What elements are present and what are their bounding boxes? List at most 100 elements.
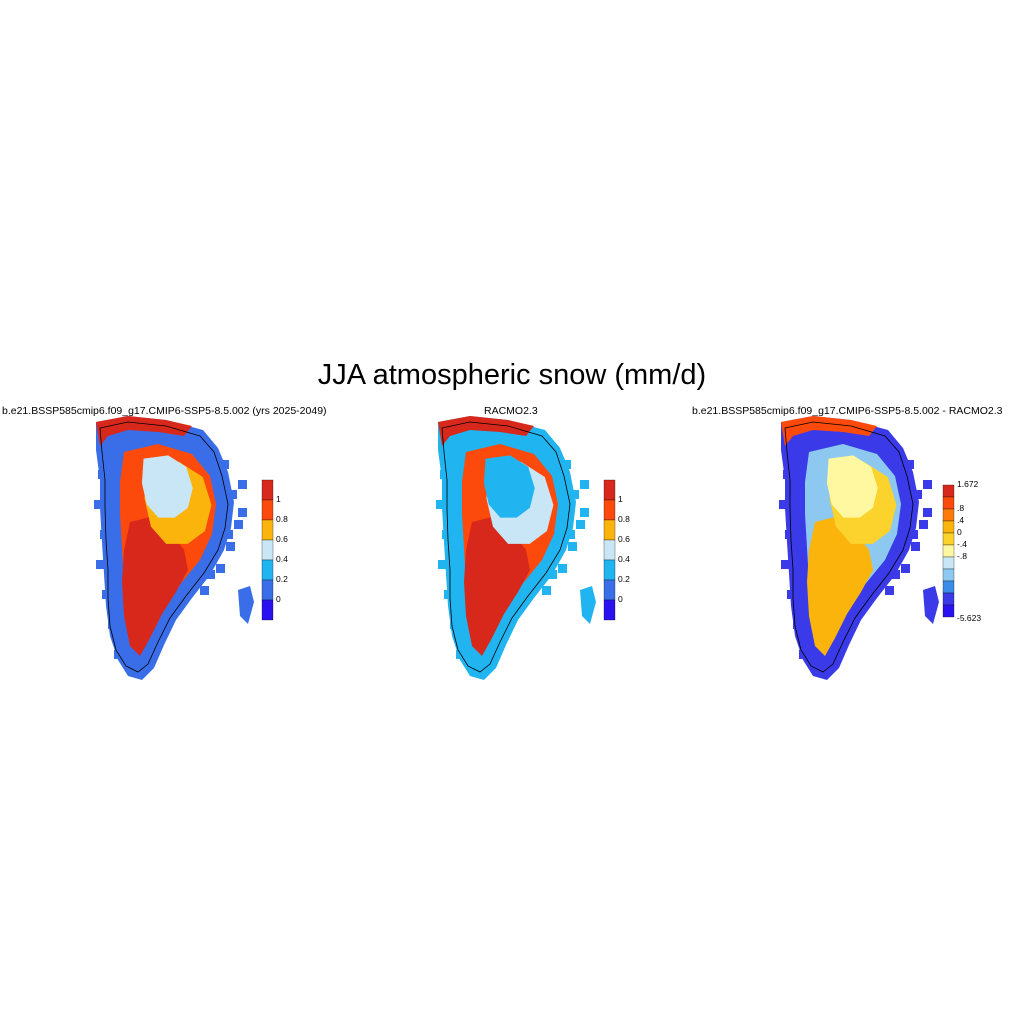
map-south-zone [807,516,873,656]
map-grid-cell [206,570,215,579]
colorbar-swatch [603,499,616,521]
figure-title: JJA atmospheric snow (mm/d) [317,359,707,391]
map-grid-cell [911,542,920,551]
colorbar-tick-label: 1 [276,494,281,504]
map-grid-cell [234,520,243,529]
map-grid-cell [224,530,233,539]
colorbar-swatch [261,559,274,581]
colorbar-tick-label: 1 [618,494,623,504]
colorbar-min-label: -5.623 [957,613,982,623]
colorbar-swatch [942,568,955,582]
colorbar-swatch [603,559,616,581]
map-grid-cell [108,620,117,629]
colorbar-tick-label: 0.2 [276,574,288,584]
map-grid-cell [795,440,804,449]
map-grid-cell [110,440,119,449]
map-grid-cell [100,530,109,539]
map-south-zone [464,516,530,656]
map-grid-cell [226,542,235,551]
colorbar-tick-label: 0 [957,527,962,537]
map-grid-cell [787,590,796,599]
map-obs [430,410,605,685]
colorbar-max-label: 1.672 [957,479,979,489]
colorbar-tick-label: -.4 [957,539,967,549]
colorbar-swatch [603,579,616,601]
map-grid-cell [548,570,557,579]
colorbar-tick-label: 0 [276,594,281,604]
map-grid-cell [781,560,790,569]
colorbar-swatch [942,580,955,594]
map-grid-cell [576,520,585,529]
colorbar-swatch [261,599,274,621]
panel-title-diff: b.e21.BSSP585cmip6.f09_g17.CMIP6-SSP5-8.… [692,405,1003,417]
colorbar-swatch [942,544,955,558]
map-south-zone [122,516,188,656]
colorbar-swatch [261,579,274,601]
map-interior-zone [826,455,878,518]
map-grid-cell [220,460,229,469]
map-grid-cell [909,530,918,539]
map-grid-cell [562,460,571,469]
colorbar-tick-label: 0.8 [276,514,288,524]
map-grid-cell [923,480,932,489]
colorbar-swatch [261,519,274,541]
colorbar-tick-label: 0.8 [618,514,630,524]
map-grid-cell [885,586,894,595]
map-grid-cell [779,500,788,509]
map-grid-cell [438,560,447,569]
colorbar-tick-label: .4 [957,515,965,525]
colorbar-swatch [942,496,955,510]
colorbar-swatch [942,484,955,498]
map-grid-cell [200,586,209,595]
map-grid-cell [542,586,551,595]
map-grid-cell [580,480,589,489]
map-grid-cell [568,542,577,551]
map-island [580,586,596,624]
map-interior-zone [141,455,193,518]
colorbar-swatch [603,539,616,561]
map-grid-cell [102,590,111,599]
coastline [441,421,571,673]
map-grid-cell [783,470,792,479]
panel-title-model: b.e21.BSSP585cmip6.f09_g17.CMIP6-SSP5-8.… [2,405,327,417]
map-grid-cell [98,470,107,479]
colorbar-tick-label: 0.6 [618,534,630,544]
map-grid-cell [436,500,445,509]
map-grid-cell [923,508,932,517]
colorbar-swatch [942,556,955,570]
map-grid-cell [891,570,900,579]
colorbar-swatch [261,499,274,521]
map-grid-cell [785,530,794,539]
map-grid-cell [440,470,449,479]
colorbar-diff: .8 .4 0 -.4 -.8 1.672 -5.623 [942,479,981,623]
map-grid-cell [94,500,103,509]
map-grid-cell [580,508,589,517]
map-grid-cell [228,490,237,499]
colorbar-swatch [603,479,616,501]
colorbar-tick-label: 0.6 [276,534,288,544]
coastline [99,421,229,673]
colorbar-swatch [942,604,955,618]
map-island [238,586,254,624]
colorbar-swatch [603,519,616,541]
colorbar-swatch [261,479,274,501]
map-grid-cell [452,440,461,449]
panel-title-obs: RACMO2.3 [484,405,538,417]
map-grid-cell [216,564,225,573]
colorbar-swatch [942,532,955,546]
colorbar-swatch [261,539,274,561]
colorbar-tick-label: 0.4 [618,554,630,564]
colorbar-model: 1 0.8 0.6 0.4 0.2 0 [261,479,288,626]
map-diff [773,410,948,685]
colorbar-swatch [603,599,616,621]
coastline [784,421,914,673]
map-grid-cell [96,560,105,569]
colorbar-tick-label: 0 [618,594,623,604]
colorbar-swatch [942,520,955,534]
map-grid-cell [238,480,247,489]
map-grid-cell [238,508,247,517]
colorbar-tick-label: -.8 [957,551,967,561]
map-grid-cell [919,520,928,529]
map-grid-cell [444,590,453,599]
colorbar-swatch [942,592,955,606]
